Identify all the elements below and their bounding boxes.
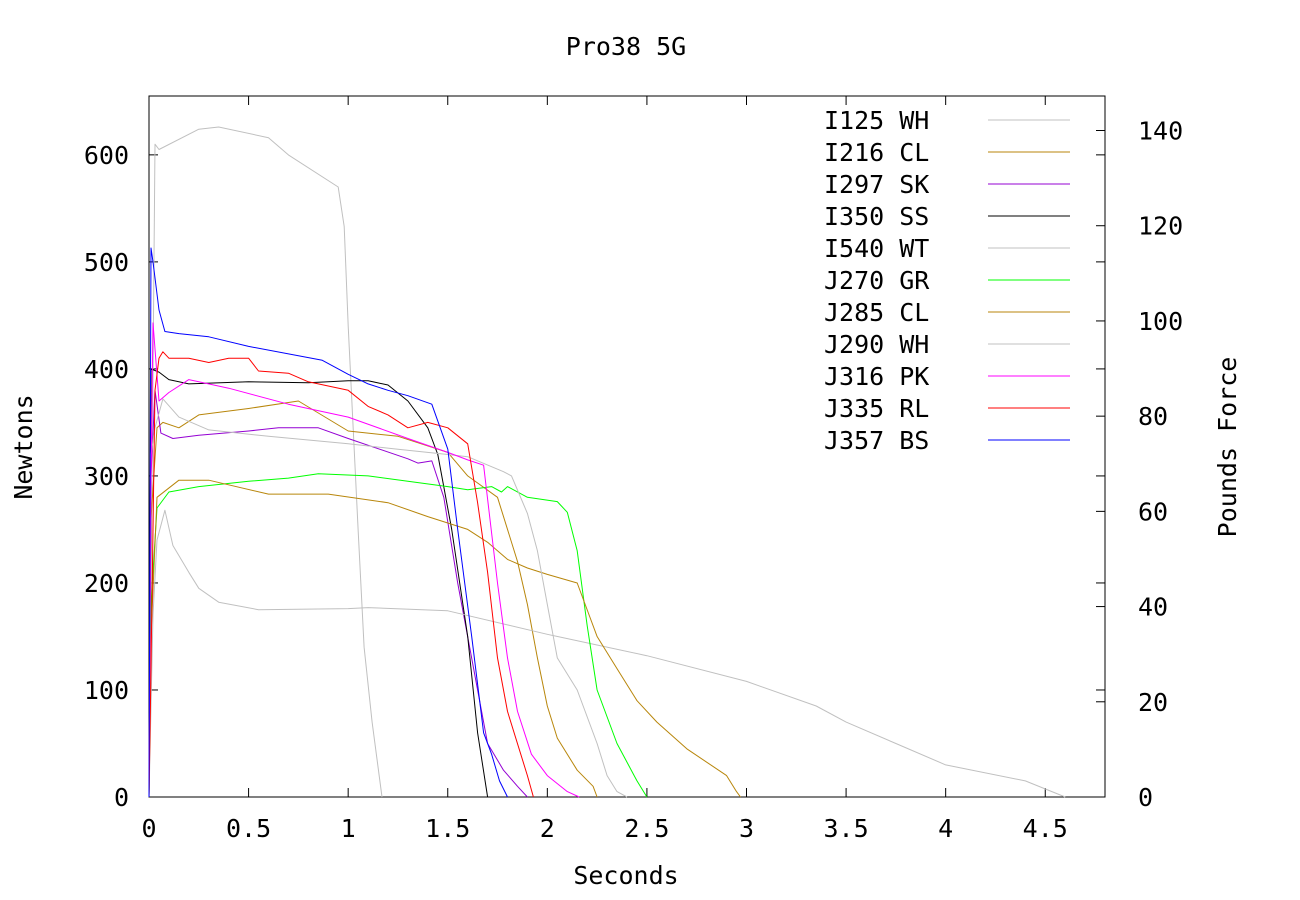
y-tick-label: 300 bbox=[84, 462, 129, 491]
legend-label: I216 CL bbox=[824, 138, 929, 167]
plot-frame bbox=[148, 95, 1106, 798]
y2-tick-label: 140 bbox=[1138, 117, 1183, 146]
y-tick-label: 500 bbox=[84, 248, 129, 277]
series-line-j357-bs bbox=[148, 247, 508, 798]
x-tick-label: 3.5 bbox=[824, 814, 869, 843]
x-tick-label: 2.5 bbox=[624, 814, 669, 843]
series-line-i125-wh bbox=[148, 126, 383, 798]
x-axis-ticks: 0 0.5 1 1.5 2 2.5 3 3.5 4 4.5 bbox=[141, 96, 1068, 843]
y2-tick-label: 60 bbox=[1138, 497, 1168, 526]
y2-axis-ticks: 0 20 40 60 80 100 120 140 bbox=[1096, 117, 1183, 812]
y-tick-label: 0 bbox=[114, 783, 129, 812]
legend-label: J316 PK bbox=[824, 362, 929, 391]
y2-tick-label: 100 bbox=[1138, 307, 1183, 336]
legend-label: J357 BS bbox=[824, 426, 929, 455]
y2-tick-label: 120 bbox=[1138, 212, 1183, 241]
y-tick-label: 600 bbox=[84, 141, 129, 170]
y2-tick-label: 80 bbox=[1138, 402, 1168, 431]
legend-label: J290 WH bbox=[824, 330, 929, 359]
chart-title: Pro38 5G bbox=[566, 32, 686, 61]
series-line-j270-gr bbox=[148, 473, 648, 798]
series-line-i216-cl bbox=[148, 400, 598, 798]
y-tick-label: 400 bbox=[84, 355, 129, 384]
x-tick-label: 3 bbox=[739, 814, 754, 843]
legend-label: I297 SK bbox=[824, 170, 929, 199]
legend-label: I125 WH bbox=[824, 106, 929, 135]
legend-label: J270 GR bbox=[824, 266, 930, 295]
x-tick-label: 4.5 bbox=[1023, 814, 1068, 843]
y-tick-label: 200 bbox=[84, 569, 129, 598]
legend-label: J285 CL bbox=[824, 298, 929, 327]
series-line-j285-cl bbox=[148, 479, 741, 798]
x-tick-label: 1 bbox=[341, 814, 356, 843]
series-line-j316-pk bbox=[148, 322, 580, 798]
legend-label: I540 WT bbox=[824, 234, 929, 263]
series-line-i540-wt bbox=[148, 509, 1066, 798]
series-line-j290-wh bbox=[148, 398, 628, 798]
y-tick-label: 100 bbox=[84, 676, 129, 705]
y-axis-ticks: 0 100 200 300 400 500 600 bbox=[84, 141, 1105, 812]
x-tick-label: 1.5 bbox=[425, 814, 470, 843]
y-axis-label: Newtons bbox=[9, 394, 38, 499]
x-tick-label: 0 bbox=[141, 814, 156, 843]
series-line-i297-sk bbox=[148, 389, 528, 798]
series-lines bbox=[148, 126, 1066, 798]
y2-tick-label: 0 bbox=[1138, 783, 1153, 812]
legend-label: I350 SS bbox=[824, 202, 929, 231]
y2-axis-label: Pounds Force bbox=[1213, 357, 1242, 538]
x-tick-label: 2 bbox=[540, 814, 555, 843]
x-tick-label: 4 bbox=[938, 814, 953, 843]
y2-tick-label: 40 bbox=[1138, 593, 1168, 622]
x-tick-label: 0.5 bbox=[226, 814, 271, 843]
legend: I125 WH I216 CL I297 SK I350 SS I540 WT J270 … bbox=[824, 106, 1070, 455]
legend-label: J335 RL bbox=[824, 394, 929, 423]
series-line-j335-rl bbox=[148, 351, 534, 798]
y2-tick-label: 20 bbox=[1138, 688, 1168, 717]
x-axis-label: Seconds bbox=[573, 861, 678, 890]
series-line-i350-ss bbox=[148, 368, 489, 798]
